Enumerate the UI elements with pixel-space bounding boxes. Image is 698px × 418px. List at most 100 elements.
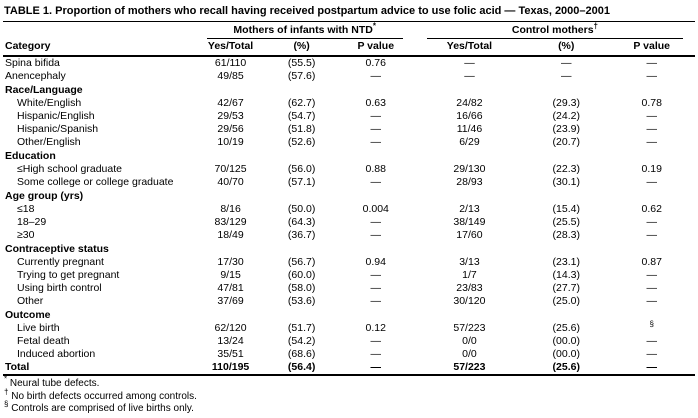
cell: 10/19 <box>217 136 244 148</box>
cell: 24/82 <box>456 97 483 109</box>
group-label: Mothers of infants with NTD <box>233 24 373 36</box>
cell: 13/24 <box>217 335 244 347</box>
table-row: White/English 42/67 (62.7) 0.63 24/82 (29.3) 0… <box>3 97 695 110</box>
cell: 29/130 <box>453 163 486 175</box>
cell: — <box>646 70 657 82</box>
row-label: Using birth control <box>17 282 102 294</box>
cell: 47/81 <box>217 282 244 294</box>
table-row: 18–29 83/129 (64.3) — 38/149 (25.5) — <box>3 216 695 229</box>
row-label: ≥30 <box>17 229 35 241</box>
table-row: Trying to get pregnant 9/15 (60.0) — 1/7 (14.… <box>3 269 695 282</box>
cell <box>195 189 267 203</box>
cell: 0.004 <box>362 203 389 215</box>
cell: — <box>646 295 657 307</box>
section-row: Education <box>3 149 695 163</box>
cell <box>524 242 608 256</box>
table-row: ≥30 18/49 (36.7) — 17/60 (28.3) — <box>3 229 695 242</box>
column-header-pct-control: (%) <box>524 39 609 57</box>
group-label: Control mothers <box>511 24 594 36</box>
cell: 83/129 <box>214 216 247 228</box>
footnote-marker: § <box>4 399 9 409</box>
cell <box>337 189 415 203</box>
table-row: Other 37/69 (53.6) — 30/120 (25.0) — <box>3 295 695 308</box>
row-label: White/English <box>17 97 82 109</box>
cell: — <box>464 57 475 69</box>
cell <box>267 83 337 97</box>
cell <box>415 83 524 97</box>
table-row: Currently pregnant 17/30 (56.7) 0.94 3/13 (23… <box>3 256 695 269</box>
row-label: Other/English <box>17 136 81 148</box>
cell: (30.1) <box>552 176 580 188</box>
cell: — <box>370 229 382 241</box>
cell: § <box>649 319 654 329</box>
cell: 2/13 <box>459 203 480 215</box>
cell: 0.78 <box>641 97 662 109</box>
cell: 0.76 <box>365 57 386 69</box>
table-row: Live birth 62/120 (51.7) 0.12 57/223 (25.6) § <box>3 319 695 335</box>
cell <box>415 308 524 322</box>
cell: (22.3) <box>552 163 580 175</box>
cell: 62/120 <box>214 322 247 334</box>
table-row: Total 110/195 (56.4) —57/223 (25.6) — <box>3 361 695 376</box>
cell: (50.0) <box>287 203 316 215</box>
group-header-ntd: Mothers of infants with NTD* <box>194 21 415 39</box>
cell: 0.62 <box>641 203 662 215</box>
row-label: Induced abortion <box>17 348 96 360</box>
cell: 40/70 <box>217 176 244 188</box>
cell <box>608 189 695 203</box>
footnote-marker: * <box>4 374 8 384</box>
cell: (64.3) <box>287 216 316 228</box>
cell: — <box>646 335 657 347</box>
cell: 6/29 <box>459 136 480 148</box>
cell <box>524 83 608 97</box>
section-row: Outcome <box>3 308 695 322</box>
cell: (51.7) <box>287 322 316 334</box>
row-label: Other <box>17 295 44 307</box>
cell: — <box>646 282 657 294</box>
cell: (68.6) <box>287 348 316 360</box>
cell: 29/56 <box>217 123 244 135</box>
cell <box>267 308 337 322</box>
cell: 0/0 <box>462 348 477 360</box>
cell: — <box>646 110 657 122</box>
row-label: Live birth <box>17 322 60 334</box>
table-row: Using birth control 47/81 (58.0) — 23/83 (27.… <box>3 282 695 295</box>
cell: (23.9) <box>552 123 580 135</box>
cell: (00.0) <box>552 335 580 347</box>
table-row: Hispanic/English 29/53 (54.7) — 16/66 (24.2) — <box>3 110 695 123</box>
cell: (56.7) <box>287 256 316 268</box>
cell <box>608 83 695 97</box>
cell <box>195 83 267 97</box>
row-label: Education <box>5 150 56 162</box>
footnote: † No birth defects occurred among contro… <box>4 387 197 402</box>
cell <box>337 149 415 163</box>
table-row: Hispanic/Spanish 29/56 (51.8) — 11/46 (23.9) — <box>3 123 695 136</box>
cell: 0.63 <box>365 97 386 109</box>
cell: (25.6) <box>524 361 609 376</box>
row-label: Total <box>3 361 195 376</box>
cell: — <box>370 176 382 188</box>
table-row: Anencephaly 49/85 (57.6) — — — — <box>3 70 695 83</box>
group-header-spacer <box>3 21 195 39</box>
cell <box>524 149 608 163</box>
cell: — <box>464 70 475 82</box>
cell <box>337 308 415 322</box>
cell: (60.0) <box>287 269 316 281</box>
cell <box>195 308 267 322</box>
row-label: Hispanic/Spanish <box>17 123 99 135</box>
column-header-row: Category Yes/Total (%) P value Yes/Total… <box>3 39 695 57</box>
column-header-yes-total-control: Yes/Total <box>414 39 525 57</box>
cell: (27.7) <box>552 282 580 294</box>
cell: — <box>608 361 695 376</box>
cell: (24.2) <box>552 110 580 122</box>
cell: 28/93 <box>456 176 483 188</box>
row-label: Outcome <box>5 309 51 321</box>
cell <box>267 189 337 203</box>
data-table: Mothers of infants with NTD* Control mot… <box>3 21 695 376</box>
cell <box>267 149 337 163</box>
cell: — <box>646 136 657 148</box>
table-row: Induced abortion 35/51 (68.6) — 0/0 (00.0) — <box>3 348 695 361</box>
footnote: § Controls are comprised of live births … <box>4 399 194 414</box>
cell: (25.0) <box>552 295 580 307</box>
